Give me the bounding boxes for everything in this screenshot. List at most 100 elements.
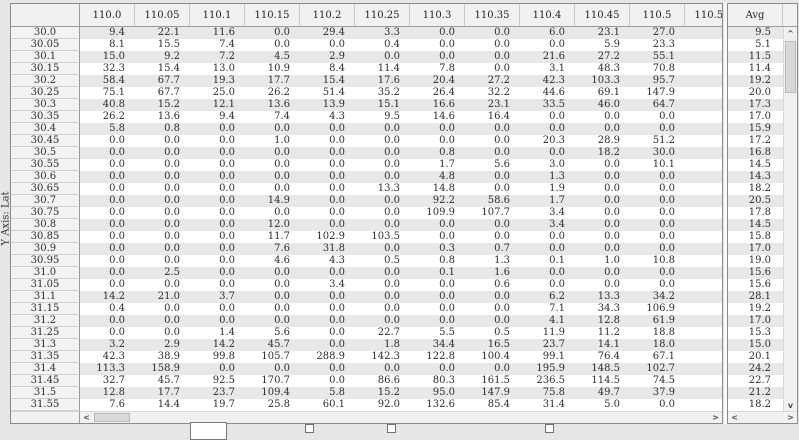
data-cell[interactable]: 42.3 (102, 351, 125, 362)
avg-cell[interactable]: 20.0 (748, 87, 771, 98)
data-cell[interactable]: 0.0 (219, 123, 235, 134)
data-cell[interactable]: 0.6 (494, 279, 510, 290)
data-cell[interactable]: 0.0 (549, 279, 565, 290)
data-cell[interactable]: 26.2 (102, 111, 125, 122)
data-cell[interactable]: 14.6 (432, 111, 455, 122)
column-header[interactable]: 110.0 (80, 4, 135, 26)
data-cell[interactable]: 0.5 (384, 255, 400, 266)
data-cell[interactable]: 0.0 (219, 231, 235, 242)
data-cell[interactable]: 0.0 (494, 183, 510, 194)
row-header-cell[interactable]: 30.5 (11, 147, 80, 159)
column-header[interactable]: 110.1 (190, 4, 245, 26)
avg-cell[interactable]: 19.0 (748, 255, 771, 266)
data-cell[interactable]: 1.0 (274, 135, 290, 146)
data-cell[interactable]: 0.0 (494, 171, 510, 182)
avg-cell[interactable]: 5.1 (755, 39, 771, 50)
data-cell[interactable]: 11.2 (597, 327, 620, 338)
data-cell[interactable]: 1.6 (494, 267, 510, 278)
data-cell[interactable]: 0.0 (329, 39, 345, 50)
data-cell[interactable]: 170.7 (261, 375, 290, 386)
data-cell[interactable]: 7.4 (274, 111, 290, 122)
data-cell[interactable]: 99.8 (212, 351, 235, 362)
data-cell[interactable]: 16.5 (487, 339, 510, 350)
data-cell[interactable]: 0.0 (659, 219, 675, 230)
data-cell[interactable]: 17.7 (267, 75, 290, 86)
row-header-cell[interactable]: 31.1 (11, 291, 80, 303)
data-cell[interactable]: 3.1 (549, 63, 565, 74)
row-header-cell[interactable]: 31.0 (11, 267, 80, 279)
data-cell[interactable]: 70.8 (652, 63, 675, 74)
data-cell[interactable]: 0.0 (659, 399, 675, 410)
data-cell[interactable]: 0.0 (549, 111, 565, 122)
data-cell[interactable]: 0.0 (384, 171, 400, 182)
avg-cell[interactable]: 17.0 (748, 111, 771, 122)
data-cell[interactable]: 0.0 (274, 183, 290, 194)
data-cell[interactable]: 7.6 (109, 399, 125, 410)
data-cell[interactable]: 23.1 (487, 99, 510, 110)
row-header-cell[interactable]: 30.3 (11, 99, 80, 111)
data-cell[interactable]: 8.1 (109, 39, 125, 50)
data-cell[interactable]: 0.0 (274, 171, 290, 182)
vertical-scrollbar-thumb[interactable] (785, 41, 796, 93)
data-cell[interactable]: 0.0 (219, 267, 235, 278)
data-cell[interactable]: 23.1 (597, 27, 620, 38)
data-cell[interactable]: 20.4 (432, 75, 455, 86)
data-cell[interactable]: 0.0 (384, 243, 400, 254)
data-cell[interactable]: 9.4 (219, 111, 235, 122)
data-cell[interactable]: 11.9 (542, 327, 565, 338)
data-cell[interactable]: 0.0 (164, 279, 180, 290)
data-cell[interactable]: 60.1 (322, 399, 345, 410)
data-cell[interactable]: 1.7 (549, 195, 565, 206)
row-header-cell[interactable]: 31.5 (11, 387, 80, 399)
data-cell[interactable]: 0.0 (329, 339, 345, 350)
data-cell[interactable]: 0.0 (384, 267, 400, 278)
data-cell[interactable]: 0.0 (164, 255, 180, 266)
data-cell[interactable]: 109.4 (261, 387, 290, 398)
data-cell[interactable]: 0.0 (439, 363, 455, 374)
data-cell[interactable]: 0.0 (274, 267, 290, 278)
data-cell[interactable]: 6.0 (549, 27, 565, 38)
avg-column-header[interactable]: Avg (728, 4, 783, 26)
avg-cell[interactable]: 17.2 (748, 135, 771, 146)
data-cell[interactable]: 142.3 (371, 351, 400, 362)
data-cell[interactable]: 5.8 (109, 123, 125, 134)
data-cell[interactable]: 0.0 (439, 123, 455, 134)
data-cell[interactable]: 0.0 (219, 147, 235, 158)
data-cell[interactable]: 19.7 (212, 399, 235, 410)
data-cell[interactable]: 0.0 (659, 207, 675, 218)
row-header-cell[interactable]: 30.25 (11, 87, 80, 99)
data-cell[interactable]: 0.0 (109, 171, 125, 182)
data-cell[interactable]: 0.0 (659, 111, 675, 122)
data-cell[interactable]: 0.0 (109, 315, 125, 326)
data-cell[interactable]: 114.5 (591, 375, 620, 386)
avg-cell[interactable]: 20.1 (748, 351, 771, 362)
data-cell[interactable]: 0.0 (164, 303, 180, 314)
data-cell[interactable]: 0.1 (439, 267, 455, 278)
data-cell[interactable]: 1.7 (439, 159, 455, 170)
data-cell[interactable]: 7.8 (439, 63, 455, 74)
row-header-cell[interactable]: 31.35 (11, 351, 80, 363)
data-cell[interactable]: 0.0 (494, 315, 510, 326)
data-cell[interactable]: 29.4 (322, 27, 345, 38)
column-header[interactable]: 110.2 (300, 4, 355, 26)
data-cell[interactable]: 0.0 (439, 291, 455, 302)
avg-cell[interactable]: 19.2 (748, 75, 771, 86)
data-cell[interactable]: 103.3 (591, 75, 620, 86)
data-cell[interactable]: 21.6 (542, 51, 565, 62)
data-cell[interactable]: 20.3 (542, 135, 565, 146)
data-cell[interactable]: 236.5 (536, 375, 565, 386)
data-cell[interactable]: 27.2 (487, 75, 510, 86)
data-cell[interactable]: 22.1 (157, 27, 180, 38)
data-cell[interactable]: 17.6 (377, 75, 400, 86)
data-cell[interactable]: 25.0 (212, 87, 235, 98)
data-cell[interactable]: 0.0 (274, 363, 290, 374)
data-cell[interactable]: 0.0 (549, 147, 565, 158)
data-cell[interactable]: 0.3 (439, 243, 455, 254)
column-header[interactable]: 110.55 (685, 4, 723, 26)
data-cell[interactable]: 25.8 (267, 399, 290, 410)
data-cell[interactable]: 42.3 (542, 75, 565, 86)
data-cell[interactable]: 0.0 (109, 267, 125, 278)
data-cell[interactable]: 0.8 (439, 147, 455, 158)
scroll-down-button[interactable]: v (787, 400, 794, 410)
data-cell[interactable]: 0.0 (329, 303, 345, 314)
